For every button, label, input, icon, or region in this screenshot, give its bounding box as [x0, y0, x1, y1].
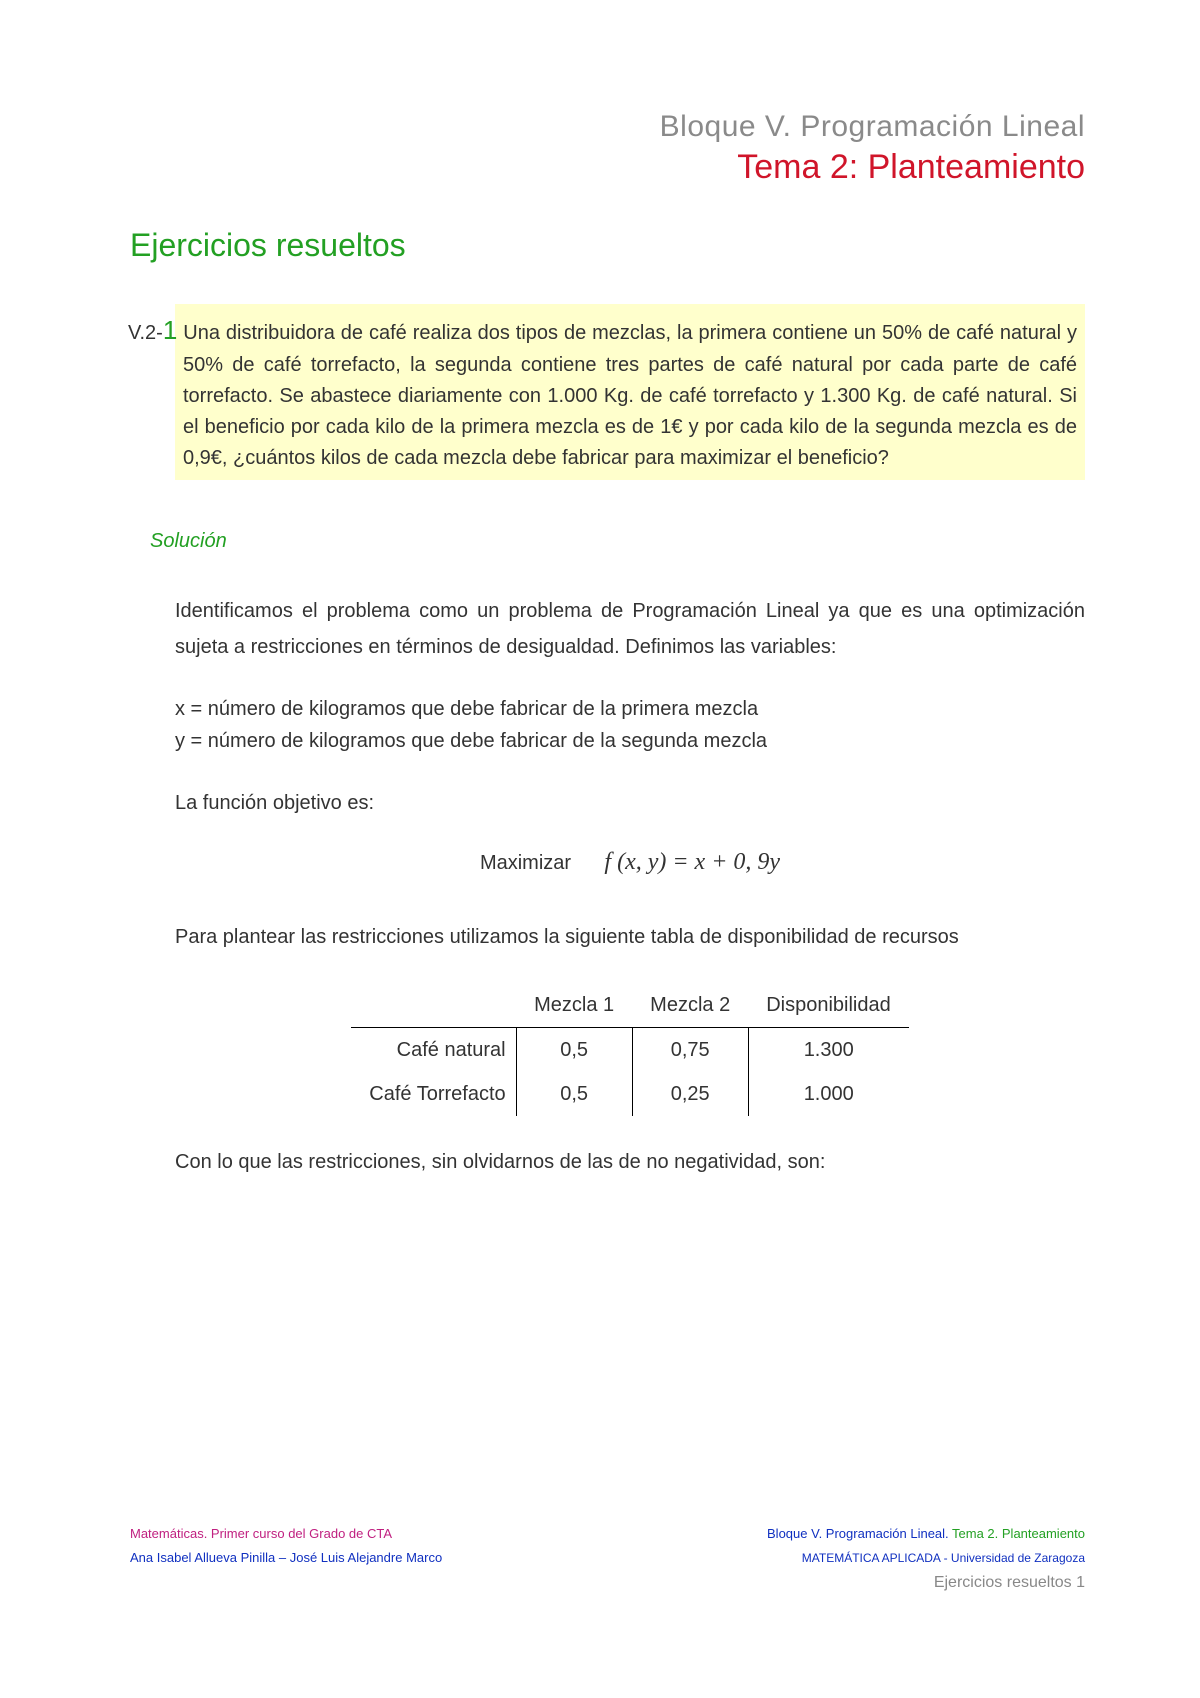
closing-line: Con lo que las restricciones, sin olvida…: [175, 1144, 1085, 1180]
footer: Matemáticas. Primer curso del Grado de C…: [130, 1522, 1085, 1598]
objective-label: La función objetivo es:: [175, 785, 1085, 821]
tema-label: Tema 2: Planteamiento: [130, 148, 1085, 187]
footer-left: Matemáticas. Primer curso del Grado de C…: [130, 1522, 442, 1569]
solution-intro: Identificamos el problema como un proble…: [175, 593, 1085, 665]
footer-tema: Tema 2. Planteamiento: [952, 1526, 1085, 1541]
problem-statement: V.2-1 Una distribuidora de café realiza …: [175, 304, 1085, 480]
objective-formula: f (x, y) = x + 0, 9y: [604, 849, 780, 875]
problem-text: Una distribuidora de café realiza dos ti…: [183, 322, 1077, 469]
table-row: Café natural 0,5 0,75 1.300: [351, 1028, 908, 1073]
cell: 0,5: [516, 1072, 632, 1116]
resources-table: Mezcla 1 Mezcla 2 Disponibilidad Café na…: [351, 983, 908, 1116]
footer-authors: Ana Isabel Allueva Pinilla – José Luis A…: [130, 1550, 442, 1565]
cell: 0,5: [516, 1028, 632, 1073]
cell: 1.000: [748, 1072, 909, 1116]
solution-label: Solución: [150, 530, 1085, 553]
footer-dept: MATEMÁTICA APLICADA - Universidad de Zar…: [802, 1551, 1085, 1565]
cell: 0,25: [632, 1072, 748, 1116]
col-mezcla1: Mezcla 1: [516, 983, 632, 1028]
problem-block: V.2-1 Una distribuidora de café realiza …: [130, 304, 1085, 480]
problem-prefix: V.2-: [128, 322, 163, 344]
variable-definitions: x = número de kilogramos que debe fabric…: [175, 693, 1085, 757]
table-header-row: Mezcla 1 Mezcla 2 Disponibilidad: [351, 983, 908, 1028]
section-title: Ejercicios resueltos: [130, 227, 1085, 264]
restrictions-intro: Para plantear las restricciones utilizam…: [175, 919, 1085, 955]
table-row: Café Torrefacto 0,5 0,25 1.000: [351, 1072, 908, 1116]
footer-bloque: Bloque V. Programación Lineal.: [767, 1526, 952, 1541]
footer-right: Bloque V. Programación Lineal. Tema 2. P…: [767, 1522, 1085, 1598]
cell: 0,75: [632, 1028, 748, 1073]
bloque-label: Bloque V. Programación Lineal: [130, 110, 1085, 144]
col-mezcla2: Mezcla 2: [632, 983, 748, 1028]
col-disponibilidad: Disponibilidad: [748, 983, 909, 1028]
footer-course: Matemáticas. Primer curso del Grado de C…: [130, 1526, 392, 1541]
col-empty: [351, 983, 516, 1028]
maximize-word: Maximizar: [480, 852, 571, 874]
footer-page: Ejercicios resueltos 1: [934, 1574, 1085, 1591]
cell: 1.300: [748, 1028, 909, 1073]
objective-function: Maximizar f (x, y) = x + 0, 9y: [175, 841, 1085, 884]
solution-body: Identificamos el problema como un proble…: [175, 593, 1085, 1180]
var-x: x = número de kilogramos que debe fabric…: [175, 693, 1085, 725]
var-y: y = número de kilogramos que debe fabric…: [175, 725, 1085, 757]
problem-number: 1: [163, 315, 177, 345]
header: Bloque V. Programación Lineal Tema 2: Pl…: [130, 110, 1085, 187]
cell-rowlabel: Café Torrefacto: [351, 1072, 516, 1116]
cell-rowlabel: Café natural: [351, 1028, 516, 1073]
